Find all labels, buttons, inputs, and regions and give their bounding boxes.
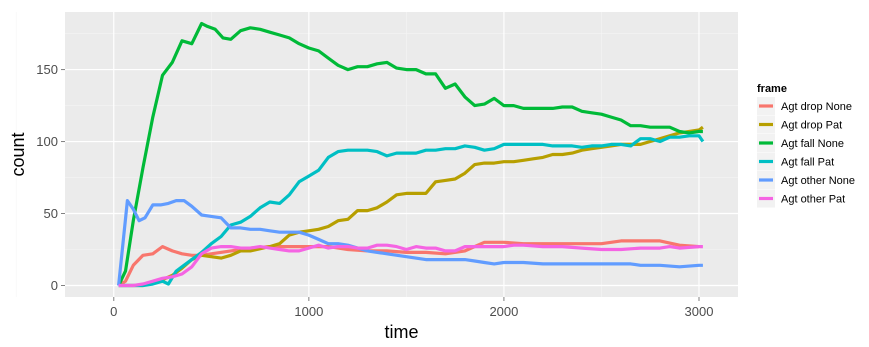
y-axis-title: count [8, 132, 28, 176]
y-tick-label: 50 [44, 206, 58, 221]
y-tick-label: 0 [51, 278, 58, 293]
x-axis-title: time [384, 322, 418, 342]
series-line-0 [117, 239, 700, 287]
legend-label: Agt drop None [781, 101, 852, 113]
legend: frame Agt drop None Agt drop Pat Agt fall … [757, 83, 855, 208]
legend-label: Agt other Pat [781, 194, 845, 206]
y-tick-label: 100 [36, 134, 58, 149]
x-tick-label: 1000 [294, 304, 323, 319]
y-axis: 0 50 100 150 [36, 62, 65, 293]
x-tick-label: 3000 [685, 304, 714, 319]
x-tick-label: 2000 [489, 304, 518, 319]
series-line-3 [118, 134, 705, 288]
legend-label: Agt fall Pat [781, 157, 834, 169]
series-line-5 [118, 243, 703, 288]
legend-label: Agt drop Pat [781, 120, 842, 132]
x-axis: 0 1000 2000 3000 [110, 297, 713, 319]
legend-label: Agt other None [781, 175, 855, 187]
legend-title: frame [757, 83, 787, 95]
series-line-2 [117, 21, 703, 287]
y-tick-label: 150 [36, 62, 58, 77]
series-lines [117, 21, 705, 288]
x-tick-label: 0 [110, 304, 117, 319]
series-line-4 [117, 199, 703, 286]
legend-label: Agt fall None [781, 138, 844, 150]
